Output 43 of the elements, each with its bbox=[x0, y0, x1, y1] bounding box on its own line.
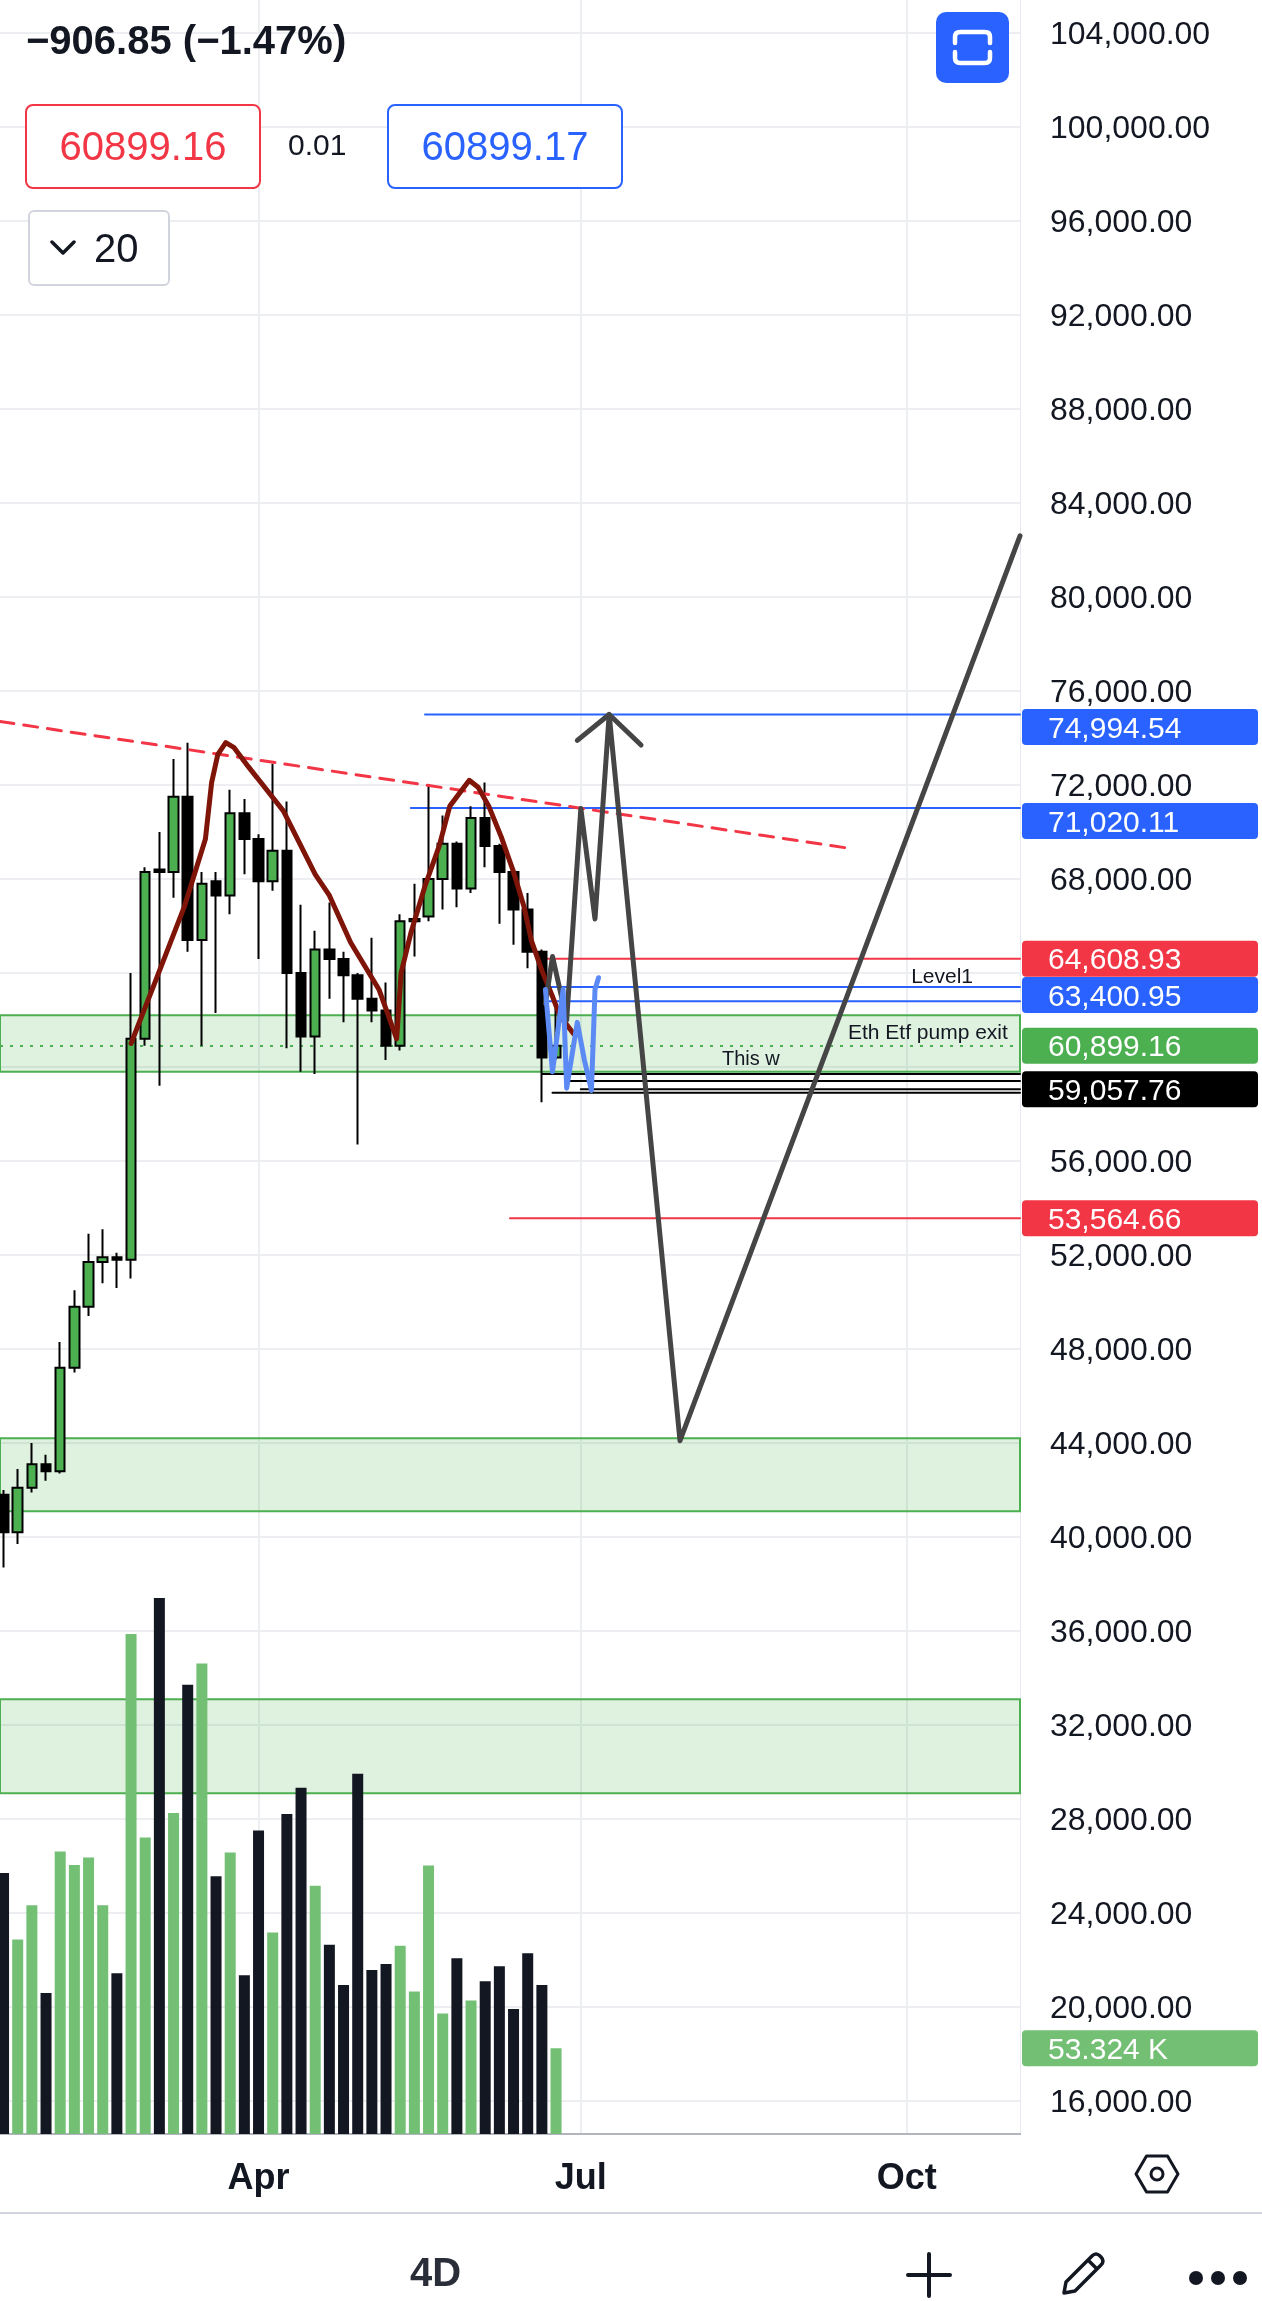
y-tick-label: 44,000.00 bbox=[1050, 1425, 1193, 1462]
annotation: 20 bbox=[94, 225, 139, 271]
y-tick-label: 40,000.00 bbox=[1050, 1519, 1193, 1556]
y-tick-label: 36,000.00 bbox=[1050, 1613, 1193, 1650]
annotation: Eth Etf pump exit bbox=[847, 1020, 1009, 1043]
y-tick-label: 16,000.00 bbox=[1050, 2083, 1193, 2120]
y-tick-label: 48,000.00 bbox=[1050, 1331, 1193, 1368]
annotation: 0.01 bbox=[288, 128, 347, 161]
annotation: Level1 bbox=[911, 963, 974, 987]
y-tick-label: 24,000.00 bbox=[1050, 1895, 1193, 1932]
x-tick-label: Apr bbox=[227, 2155, 290, 2197]
annotation: 60899.16 bbox=[59, 124, 227, 169]
x-tick-label: Jul bbox=[554, 2155, 607, 2197]
data-label: 63,400.95 bbox=[1048, 978, 1182, 1012]
y-tick-label: 76,000.00 bbox=[1050, 672, 1193, 709]
price-box: 60899.17 bbox=[387, 104, 623, 189]
y-tick-label: 28,000.00 bbox=[1050, 1801, 1193, 1838]
data-label: 74,994.54 bbox=[1048, 710, 1182, 744]
y-tick-label: 92,000.00 bbox=[1050, 296, 1193, 333]
y-tick-label: 68,000.00 bbox=[1050, 860, 1193, 897]
data-label: 59,057.76 bbox=[1048, 1072, 1182, 1106]
annotation: 60899.17 bbox=[421, 124, 589, 169]
y-tick-label: 88,000.00 bbox=[1050, 390, 1193, 427]
price-box: 60899.16 bbox=[25, 104, 261, 189]
data-label: 53,564.66 bbox=[1048, 1201, 1182, 1235]
y-tick-label: 100,000.00 bbox=[1050, 108, 1211, 145]
dropdown: 20 bbox=[28, 210, 170, 286]
y-tick-label: 32,000.00 bbox=[1050, 1707, 1193, 1744]
y-tick-label: 84,000.00 bbox=[1050, 484, 1193, 521]
y-tick-label: 52,000.00 bbox=[1050, 1237, 1193, 1274]
y-tick-label: 104,000.00 bbox=[1050, 14, 1211, 51]
annotation: This w bbox=[722, 1047, 780, 1069]
text: 4D bbox=[410, 2250, 462, 2294]
annotation: −906.85 (−1.47%) bbox=[26, 18, 347, 62]
y-tick-label: 72,000.00 bbox=[1050, 766, 1193, 803]
y-tick-label: 96,000.00 bbox=[1050, 202, 1193, 239]
data-label: 64,608.93 bbox=[1048, 942, 1182, 976]
ref-line-label: 60,899.16 bbox=[1048, 1029, 1182, 1063]
data-label: 71,020.11 bbox=[1048, 804, 1180, 838]
x-tick-label: Oct bbox=[876, 2155, 937, 2197]
y-tick-label: 20,000.00 bbox=[1050, 1989, 1193, 2026]
y-tick-label: 80,000.00 bbox=[1050, 578, 1193, 615]
y-tick-label: 56,000.00 bbox=[1050, 1143, 1193, 1180]
